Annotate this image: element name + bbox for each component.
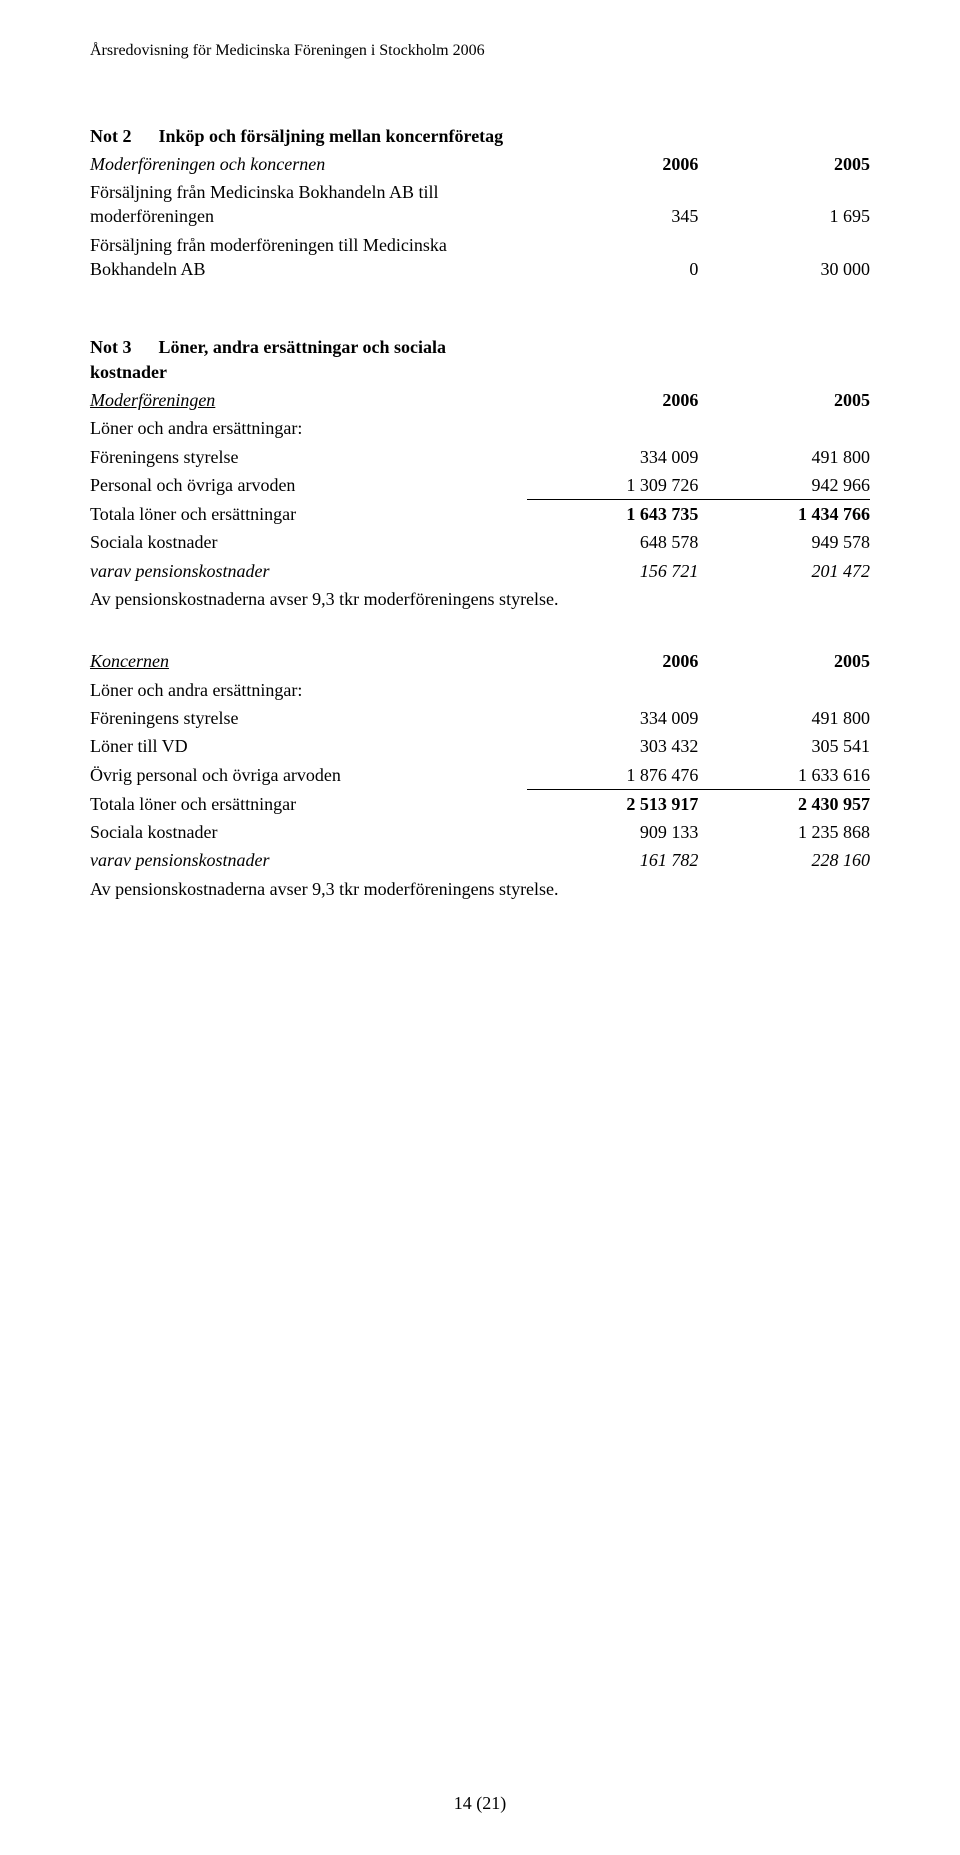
table-row-label: Personal och övriga arvoden (90, 471, 527, 500)
not3-moder-head-label: Moderföreningen (90, 390, 215, 410)
table-row-v1: 303 432 (527, 732, 699, 760)
table-row-v1: 334 009 (527, 443, 699, 471)
not3-konc-soc-label: Sociala kostnader (90, 818, 527, 846)
page-header: Årsredovisning för Medicinska Föreningen… (90, 40, 870, 62)
not3-label: Not 3 (90, 337, 132, 357)
not3-moder-head: Moderföreningen (90, 386, 527, 414)
not3-konc-sub: Löner och andra ersättningar: (90, 676, 527, 704)
table-row-label: Övrig personal och övriga arvoden (90, 761, 527, 790)
not3-moder-soc-v2: 949 578 (698, 528, 870, 556)
not2-year-2: 2005 (698, 150, 870, 178)
not3-konc-year-2: 2005 (698, 647, 870, 675)
table-row-v2: 305 541 (698, 732, 870, 760)
not2-row-v1: 0 (527, 231, 699, 284)
table-row-label: Föreningens styrelse (90, 443, 527, 471)
table-row-v2: 491 800 (698, 704, 870, 732)
not2-row-v2: 30 000 (698, 231, 870, 284)
not3-moder-soc-v1: 648 578 (527, 528, 699, 556)
not2-subhead-label: Moderföreningen och koncernen (90, 150, 527, 178)
not2-row-label: Försäljning från moderföreningen till Me… (90, 231, 527, 284)
not3-moder-pen-v2: 201 472 (698, 557, 870, 585)
table-row-v2: 942 966 (698, 471, 870, 500)
not3-konc-head-label: Koncernen (90, 651, 169, 671)
not3-konc-pen-v1: 161 782 (527, 846, 699, 874)
document-page: Årsredovisning för Medicinska Föreningen… (0, 0, 960, 1855)
not3-moder-pen-v1: 156 721 (527, 557, 699, 585)
not3-konc-total-label: Totala löner och ersättningar (90, 789, 527, 818)
not2-row-v2: 1 695 (698, 178, 870, 231)
not2-label: Not 2 (90, 126, 132, 146)
table-row-label: Löner till VD (90, 732, 527, 760)
table-row-v2: 1 633 616 (698, 761, 870, 790)
not3-konc-pen-v2: 228 160 (698, 846, 870, 874)
not3-moder-total-label: Totala löner och ersättningar (90, 500, 527, 529)
not3-moder-soc-label: Sociala kostnader (90, 528, 527, 556)
not3-moder-year-2: 2005 (698, 386, 870, 414)
not3-moder-pen-label: varav pensionskostnader (90, 557, 527, 585)
table-row-v1: 1 876 476 (527, 761, 699, 790)
not3-konc-year-1: 2006 (527, 647, 699, 675)
not2-heading: Not 2 Inköp och försäljning mellan konce… (90, 122, 527, 150)
not3-moder-sub: Löner och andra ersättningar: (90, 414, 527, 442)
not3-title: Löner, andra ersättningar och sociala ko… (90, 337, 446, 381)
not3-konc-pen-label: varav pensionskostnader (90, 846, 527, 874)
not2-title: Inköp och försäljning mellan koncernföre… (159, 126, 504, 146)
not3-konc-soc-v1: 909 133 (527, 818, 699, 846)
not3-konc-note: Av pensionskostnaderna avser 9,3 tkr mod… (90, 877, 870, 901)
not3-moder-total-v2: 1 434 766 (698, 500, 870, 529)
not2-row-label: Försäljning från Medicinska Bokhandeln A… (90, 178, 527, 231)
not3-konc-table: Koncernen 2006 2005 Löner och andra ersä… (90, 647, 870, 874)
table-row-v2: 491 800 (698, 443, 870, 471)
not3-moder-note: Av pensionskostnaderna avser 9,3 tkr mod… (90, 587, 870, 611)
not3-heading: Not 3 Löner, andra ersättningar och soci… (90, 333, 527, 386)
table-row-v1: 1 309 726 (527, 471, 699, 500)
not2-year-1: 2006 (527, 150, 699, 178)
not2-row-v1: 345 (527, 178, 699, 231)
not3-konc-head: Koncernen (90, 647, 527, 675)
not3-table: Not 3 Löner, andra ersättningar och soci… (90, 333, 870, 585)
not2-table: Not 2 Inköp och försäljning mellan konce… (90, 122, 870, 284)
page-footer: 14 (21) (90, 1791, 870, 1815)
not3-konc-soc-v2: 1 235 868 (698, 818, 870, 846)
not3-konc-total-v1: 2 513 917 (527, 789, 699, 818)
table-row-v1: 334 009 (527, 704, 699, 732)
not3-moder-total-v1: 1 643 735 (527, 500, 699, 529)
not3-konc-total-v2: 2 430 957 (698, 789, 870, 818)
table-row-label: Föreningens styrelse (90, 704, 527, 732)
not3-moder-year-1: 2006 (527, 386, 699, 414)
